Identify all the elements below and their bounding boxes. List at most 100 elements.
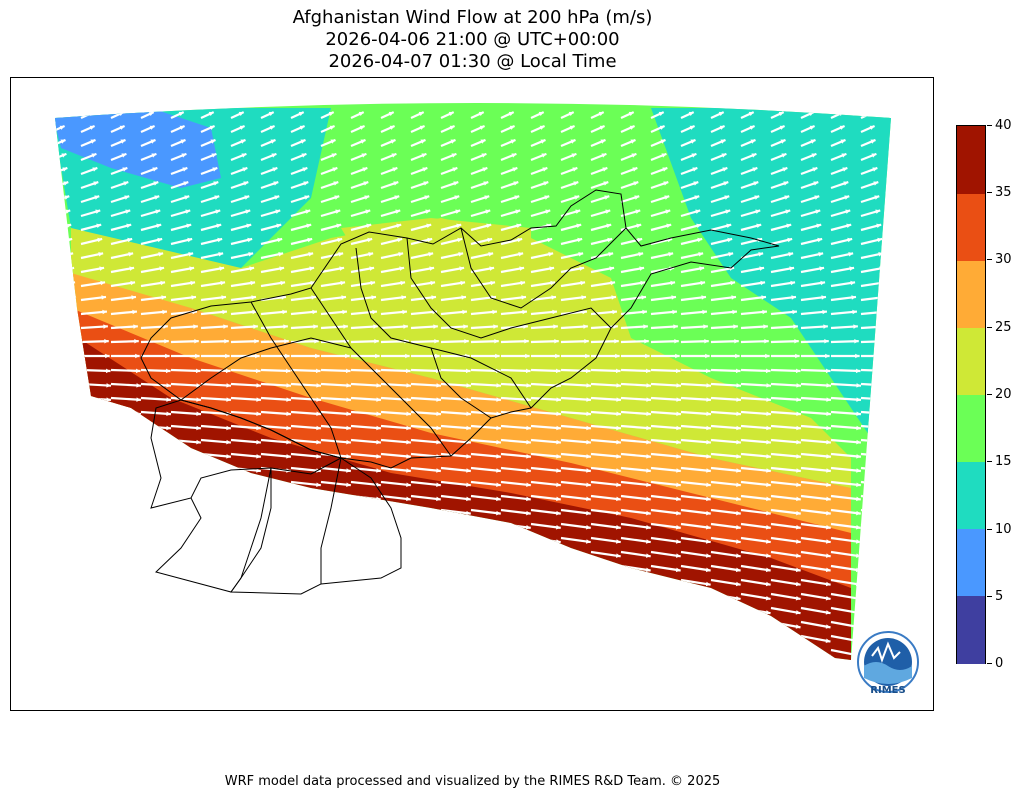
colorbar-tick-label: 30: [995, 252, 1012, 267]
wind-arrow-head: [795, 581, 801, 587]
colorbar-segment: [957, 528, 985, 597]
wind-arrow-head: [668, 252, 674, 257]
wind-arrow-head: [646, 383, 651, 388]
wind-arrow-head: [636, 223, 642, 228]
wind-arrow-head: [132, 309, 137, 315]
wind-arrow-head: [402, 309, 407, 315]
colorbar-tick-label: 40: [995, 118, 1012, 133]
wind-arrow-head: [405, 610, 411, 615]
wind-arrow: [380, 480, 411, 487]
wind-arrow-head: [696, 223, 702, 228]
wind-arrow-head: [735, 624, 741, 629]
wind-arrow: [620, 424, 651, 430]
wind-arrow: [650, 325, 678, 330]
wind-arrow: [290, 564, 321, 572]
wind-arrow-head: [914, 339, 919, 344]
wind-arrow-head: [219, 266, 225, 271]
wind-arrow-head: [286, 383, 291, 388]
map-title: Afghanistan Wind Flow at 200 hPa (m/s) 2…: [0, 7, 945, 73]
wind-arrow-head: [693, 181, 699, 186]
wind-arrow-head: [521, 295, 527, 300]
wind-arrow-head: [418, 111, 424, 117]
wind-arrow: [800, 466, 831, 473]
wind-arrow: [500, 536, 531, 544]
wind-arrow: [410, 466, 441, 473]
wind-arrow-head: [814, 195, 820, 200]
wind-arrow-head: [106, 482, 111, 487]
wind-arrow-head: [240, 139, 246, 144]
wind-arrow: [410, 438, 441, 444]
wind-arrow: [320, 368, 351, 373]
wind-arrow-head: [436, 411, 441, 417]
wind-arrow-head: [376, 397, 381, 402]
wind-arrow-head: [765, 353, 770, 359]
colorbar-tick: [987, 394, 992, 395]
wind-arrow: [500, 508, 531, 515]
wind-arrow-head: [765, 567, 771, 573]
wind-arrow: [860, 592, 891, 601]
wind-arrow-head: [330, 139, 336, 144]
wind-arrow-head: [182, 167, 188, 172]
wind-arrow-head: [340, 280, 346, 286]
wind-arrow: [890, 281, 891, 288]
wind-arrow-head: [496, 383, 501, 388]
wind-arrow: [560, 466, 591, 473]
wind-arrow: [710, 438, 741, 444]
wind-arrow: [830, 452, 861, 458]
wind-arrow: [590, 410, 622, 416]
wind-arrow: [500, 480, 531, 487]
wind-arrow: [650, 536, 681, 544]
wind-arrow: [55, 480, 81, 487]
wind-arrow-head: [376, 468, 381, 473]
wind-arrow-head: [466, 397, 471, 402]
wind-arrow: [500, 648, 531, 657]
wind-arrow-head: [285, 353, 290, 359]
wind-arrow: [650, 340, 679, 344]
wind-arrow-head: [406, 525, 411, 530]
wind-arrow-head: [749, 125, 755, 130]
wind-arrow: [55, 396, 82, 401]
wind-arrow-head: [568, 111, 574, 117]
wind-arrow-head: [673, 324, 678, 329]
wind-arrow-head: [225, 567, 231, 573]
wind-arrow-head: [153, 181, 159, 186]
wind-arrow-head: [723, 181, 729, 186]
wind-arrow: [410, 368, 441, 373]
wind-arrow: [321, 664, 350, 670]
wind-arrow: [470, 634, 501, 643]
wind-arrow: [680, 325, 708, 330]
wind-arrow-head: [105, 595, 111, 601]
wind-arrow-head: [136, 667, 141, 671]
wind-arrow-head: [161, 295, 167, 300]
wind-arrow: [440, 648, 471, 657]
wind-arrow-head: [256, 510, 261, 516]
wind-arrow: [170, 606, 201, 615]
wind-arrow: [650, 564, 681, 572]
wind-arrow: [890, 325, 891, 330]
wind-arrow: [710, 550, 741, 558]
wind-arrow-head: [796, 397, 801, 402]
wind-arrow: [890, 195, 891, 204]
wind-arrow-head: [239, 125, 245, 130]
wind-arrow-head: [555, 624, 561, 629]
wind-arrow-head: [645, 624, 651, 629]
wind-arrow-head: [61, 153, 67, 158]
wind-arrow-head: [252, 309, 257, 315]
wind-arrow-head: [701, 295, 707, 300]
wind-arrow: [110, 522, 141, 529]
wind-arrow-head: [786, 223, 792, 228]
wind-arrow-head: [903, 181, 908, 185]
wind-arrow: [651, 664, 680, 670]
wind-arrow-head: [431, 295, 437, 300]
internal-border: [430, 347, 492, 419]
wind-arrow-head: [90, 139, 96, 144]
wind-arrow-head: [303, 181, 309, 186]
wind-arrow: [260, 620, 291, 629]
wind-arrow-head: [478, 111, 484, 117]
wind-arrow-head: [256, 425, 261, 431]
wind-arrow-head: [699, 266, 705, 271]
wind-arrow-head: [705, 624, 711, 629]
wind-arrow: [560, 522, 591, 529]
wind-arrow-head: [575, 209, 581, 214]
wind-arrow: [770, 634, 801, 643]
